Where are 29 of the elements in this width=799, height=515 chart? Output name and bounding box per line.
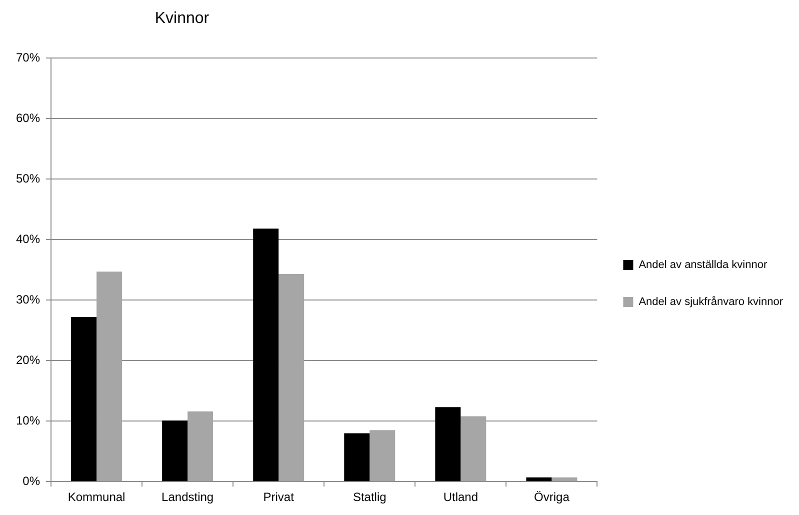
x-tick-label: Statlig	[352, 490, 386, 504]
legend-label: Andel av sjukfrånvaro kvinnor	[638, 296, 784, 308]
y-tick-label: 70%	[16, 50, 40, 64]
bar	[188, 411, 214, 482]
y-tick-label: 60%	[16, 110, 40, 125]
y-tick-label: 30%	[16, 292, 40, 306]
bar	[162, 420, 188, 482]
bar	[526, 477, 552, 482]
y-tick-label: 40%	[16, 232, 40, 246]
bar	[552, 477, 578, 482]
x-tick-label: Privat	[263, 490, 295, 504]
y-tick-label: 50%	[16, 171, 40, 186]
x-tick-label: Utland	[443, 490, 478, 504]
y-tick-label: 20%	[16, 352, 40, 367]
bar	[435, 407, 461, 482]
bar	[253, 228, 279, 482]
x-tick-label: Landsting	[162, 490, 214, 504]
legend-label: Andel av anställda kvinnor	[638, 259, 768, 272]
chart-title: Kvinnor	[154, 10, 210, 28]
bar	[344, 433, 370, 482]
bar	[460, 416, 486, 482]
x-tick-label: Övriga	[534, 490, 570, 504]
y-tick-label: 10%	[16, 413, 40, 428]
x-tick-label: Kommunal	[68, 490, 126, 504]
y-tick-label: 0%	[22, 474, 40, 488]
bar	[370, 430, 396, 482]
bar	[278, 274, 304, 482]
bar	[96, 272, 122, 482]
bar	[71, 317, 97, 482]
